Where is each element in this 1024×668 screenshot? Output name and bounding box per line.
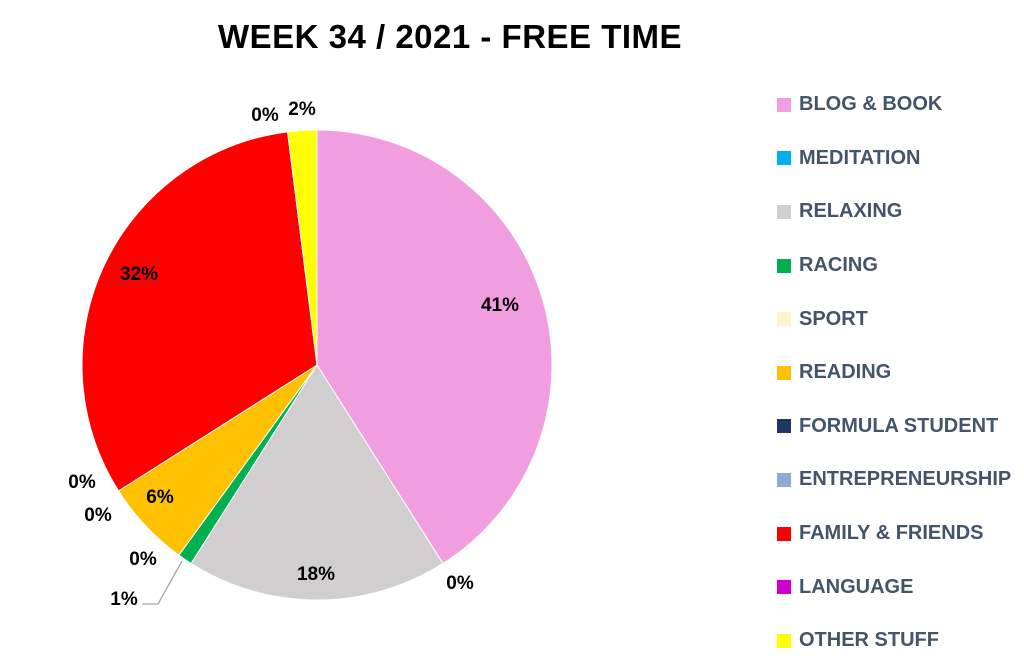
legend-swatch	[777, 526, 791, 541]
legend-label: BLOG & BOOK	[799, 93, 943, 116]
pie-slice-family-friends	[81, 131, 318, 492]
legend-swatch	[777, 365, 791, 380]
legend-label: LANGUAGE	[799, 575, 914, 598]
legend-label: READING	[799, 361, 892, 384]
legend-item-formula-student: FORMULA STUDENT	[777, 400, 1011, 454]
legend-item-language: LANGUAGE	[777, 560, 1011, 614]
data-label-relaxing: 18%	[297, 564, 335, 585]
legend-swatch	[777, 204, 791, 219]
legend-label: FORMULA STUDENT	[799, 414, 999, 437]
legend-label: RACING	[799, 254, 878, 277]
legend-label: SPORT	[799, 307, 868, 330]
legend-item-racing: RACING	[777, 239, 1011, 293]
legend-item-reading: READING	[777, 346, 1011, 400]
legend-item-entrepreneurship: ENTREPRENEURSHIP	[777, 453, 1011, 507]
legend-swatch	[777, 633, 791, 648]
legend-label: ENTREPRENEURSHIP	[799, 468, 1012, 491]
data-label-racing: 1%	[110, 589, 138, 610]
data-label-formula-student: 0%	[84, 505, 112, 526]
legend-item-blog-book: BLOG & BOOK	[777, 78, 1011, 132]
legend-item-relaxing: RELAXING	[777, 185, 1011, 239]
data-label-reading: 6%	[146, 487, 174, 508]
data-label-entrepreneurship: 0%	[68, 472, 96, 493]
data-label-sport: 0%	[129, 549, 157, 570]
data-label-blog-book: 41%	[481, 295, 519, 316]
chart-title: WEEK 34 / 2021 - FREE TIME	[217, 18, 683, 55]
legend-item-other-stuff: OTHER STUFF	[777, 614, 1011, 668]
data-label-meditation: 0%	[446, 573, 474, 594]
legend-label: RELAXING	[799, 200, 903, 223]
legend-swatch	[777, 97, 791, 112]
pie-slice-blog-book	[316, 129, 553, 565]
leader-line-racing	[142, 560, 183, 605]
legend-swatch	[777, 312, 791, 327]
pie-slice-relaxing	[190, 364, 444, 601]
legend-label: MEDITATION	[799, 146, 921, 169]
legend-item-sport: SPORT	[777, 292, 1011, 346]
legend-swatch	[777, 419, 791, 434]
legend-item-meditation: MEDITATION	[777, 132, 1011, 186]
legend: BLOG & BOOK MEDITATION RELAXING RACING SPORT…	[777, 78, 1011, 668]
legend-swatch	[777, 580, 791, 595]
legend-swatch	[777, 258, 791, 273]
data-label-family-friends: 32%	[120, 264, 158, 285]
data-label-language: 0%	[251, 105, 279, 126]
legend-item-family-friends: FAMILY & FRIENDS	[777, 507, 1011, 561]
legend-swatch	[777, 151, 791, 166]
pie-chart: 41% 0% 18% 1% 0% 6% 0% 0% 32% 0% 2%	[68, 99, 553, 610]
pie-slice-other-stuff	[286, 129, 318, 366]
legend-label: OTHER STUFF	[799, 629, 939, 652]
legend-label: FAMILY & FRIENDS	[799, 522, 984, 545]
legend-swatch	[777, 472, 791, 487]
data-label-other-stuff: 2%	[288, 99, 316, 120]
